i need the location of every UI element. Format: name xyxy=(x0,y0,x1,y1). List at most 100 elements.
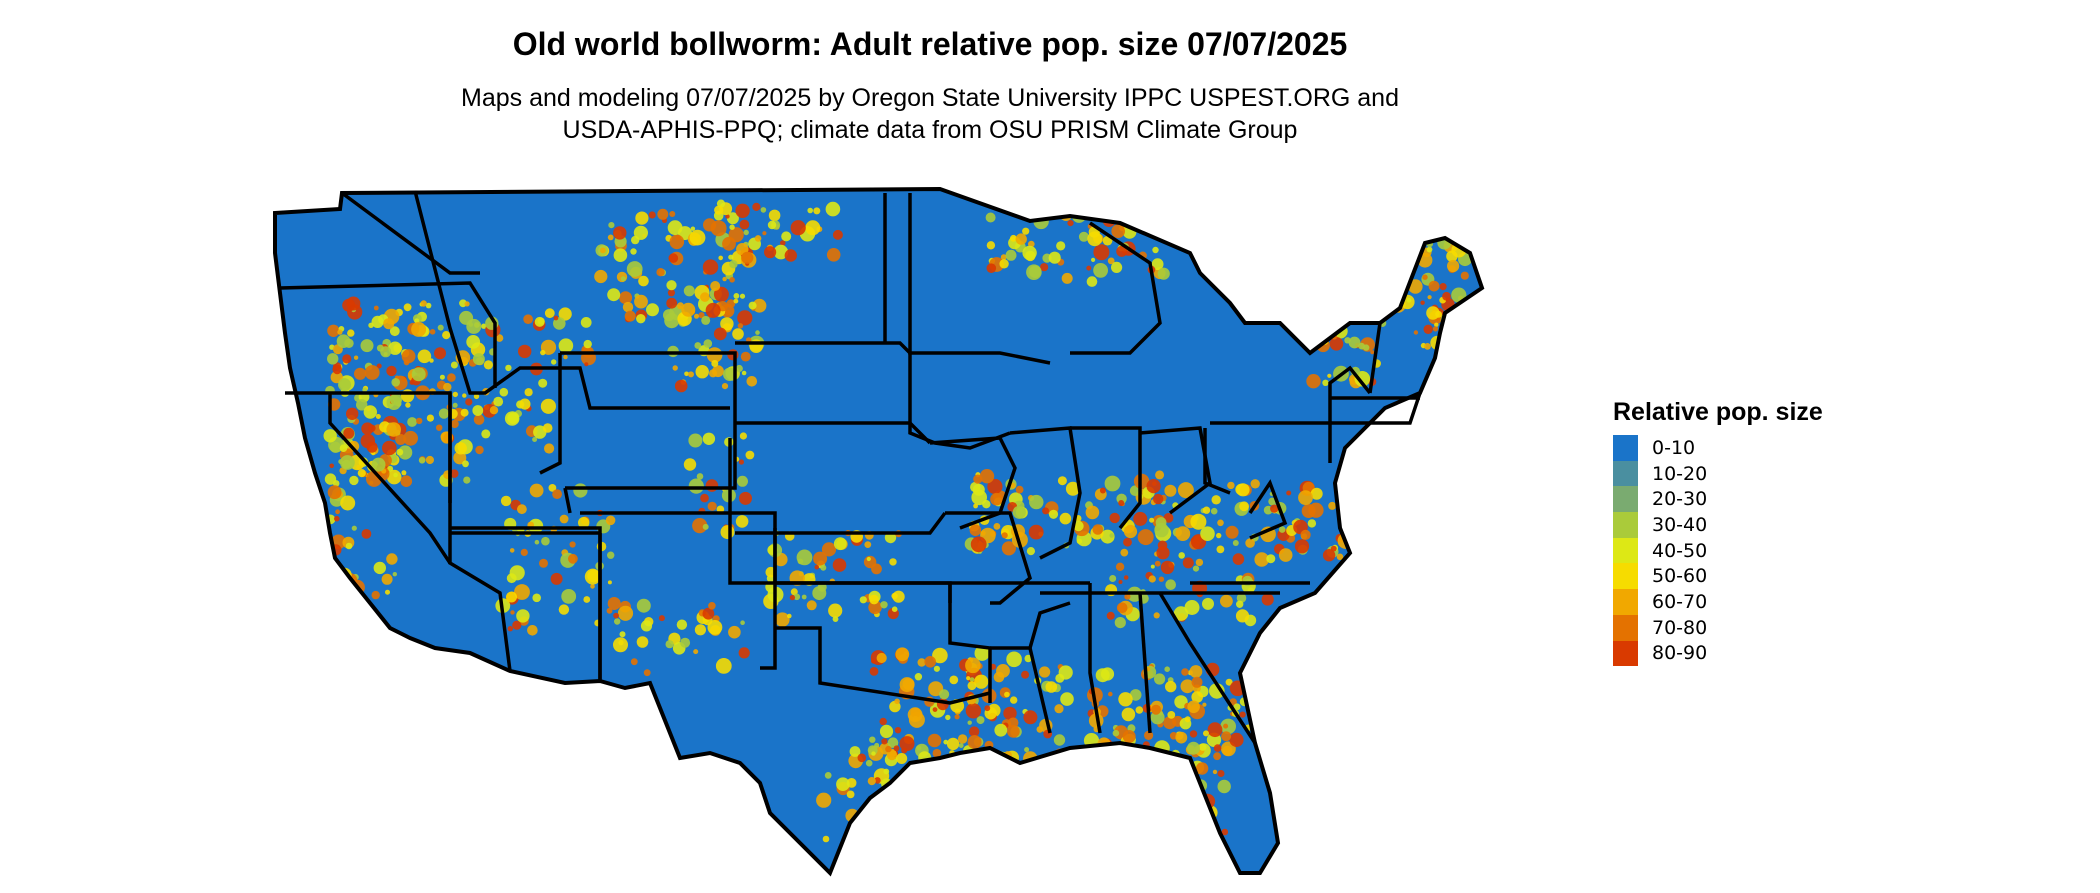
hotspot-mark xyxy=(1173,606,1189,621)
hotspot-mark xyxy=(1370,350,1375,355)
hotspot-mark xyxy=(360,339,374,353)
hotspot-mark xyxy=(1232,540,1239,546)
hotspot-mark xyxy=(1236,483,1250,497)
hotspot-mark xyxy=(967,681,977,691)
hotspot-mark xyxy=(885,745,892,753)
hotspot-mark xyxy=(1152,246,1159,254)
hotspot-mark xyxy=(1427,295,1432,300)
hotspot-mark xyxy=(690,226,696,231)
hotspot-mark xyxy=(867,777,876,786)
hotspot-mark xyxy=(706,347,723,363)
hotspot-mark xyxy=(879,717,887,726)
hotspot-mark xyxy=(995,755,1004,764)
hotspot-mark xyxy=(607,234,614,241)
hotspot-mark xyxy=(512,620,522,630)
hotspot-mark xyxy=(993,523,1001,530)
hotspot-mark xyxy=(894,698,900,705)
hotspot-mark xyxy=(380,346,392,358)
hotspot-mark xyxy=(548,484,557,492)
hotspot-mark xyxy=(346,407,359,420)
hotspot-mark xyxy=(452,391,458,398)
hotspot-mark xyxy=(1212,848,1221,856)
hotspot-mark xyxy=(1314,317,1329,332)
hotspot-mark xyxy=(1322,379,1329,386)
hotspot-mark xyxy=(694,342,702,349)
hotspot-mark xyxy=(1164,484,1177,497)
legend-item: 20-30 xyxy=(1613,486,1823,513)
hotspot-mark xyxy=(401,470,407,476)
hotspot-mark xyxy=(580,317,592,328)
hotspot-mark xyxy=(784,249,797,262)
hotspot-mark xyxy=(692,518,708,534)
hotspot-mark xyxy=(1015,233,1027,245)
hotspot-mark xyxy=(559,514,569,524)
hotspot-mark xyxy=(1235,609,1250,623)
hotspot-mark xyxy=(1327,373,1332,378)
hotspot-mark xyxy=(1358,342,1365,350)
hotspot-mark xyxy=(1184,716,1191,723)
hotspot-mark xyxy=(425,302,432,309)
hotspot-mark xyxy=(871,658,877,664)
hotspot-mark xyxy=(1388,278,1395,285)
hotspot-mark xyxy=(1217,779,1231,794)
hotspot-mark xyxy=(676,619,688,630)
hotspot-mark xyxy=(1322,549,1336,562)
hotspot-mark xyxy=(1306,374,1321,389)
hotspot-mark xyxy=(1040,263,1049,272)
hotspot-mark xyxy=(1189,665,1203,678)
hotspot-mark xyxy=(613,612,619,619)
hotspot-mark xyxy=(1165,680,1177,693)
hotspot-mark xyxy=(1112,729,1120,737)
hotspot-mark xyxy=(865,759,873,767)
hotspot-mark xyxy=(587,569,600,583)
hotspot-mark xyxy=(735,515,749,528)
hotspot-mark xyxy=(666,280,677,291)
hotspot-mark xyxy=(450,419,459,429)
hotspot-mark xyxy=(683,458,697,471)
hotspot-mark xyxy=(700,493,709,503)
hotspot-mark xyxy=(1111,224,1125,238)
hotspot-mark xyxy=(1156,546,1170,560)
hotspot-mark xyxy=(452,402,458,408)
hotspot-mark xyxy=(790,220,806,236)
hotspot-mark xyxy=(974,645,990,661)
hotspot-mark xyxy=(986,241,996,250)
hotspot-mark xyxy=(1236,600,1244,608)
hotspot-mark xyxy=(558,338,574,353)
hotspot-mark xyxy=(1187,700,1200,714)
hotspot-mark xyxy=(573,483,588,498)
hotspot-mark xyxy=(755,330,760,335)
hotspot-mark xyxy=(434,347,446,360)
hotspot-mark xyxy=(733,298,739,304)
hotspot-mark xyxy=(630,658,638,666)
hotspot-mark xyxy=(790,588,798,596)
hotspot-mark xyxy=(1233,703,1241,711)
hotspot-mark xyxy=(748,301,757,310)
hotspot-mark xyxy=(1078,231,1089,242)
hotspot-mark xyxy=(702,607,715,620)
hotspot-mark xyxy=(684,371,689,377)
hotspot-mark xyxy=(832,616,839,622)
hotspot-mark xyxy=(775,612,790,627)
hotspot-mark xyxy=(725,214,730,219)
hotspot-mark xyxy=(1065,481,1080,496)
hotspot-mark xyxy=(391,378,400,387)
hotspot-mark xyxy=(636,636,649,648)
hotspot-mark xyxy=(1036,726,1044,733)
map-title: Old world bollworm: Adult relative pop. … xyxy=(512,26,1348,62)
hotspot-mark xyxy=(869,667,879,676)
hotspot-mark xyxy=(328,573,336,581)
map-subtitle-line2: USDA-APHIS-PPQ; climate data from OSU PR… xyxy=(562,116,1298,144)
hotspot-mark xyxy=(329,463,334,469)
hotspot-mark xyxy=(958,743,964,748)
raster-base xyxy=(275,189,1482,873)
hotspot-mark xyxy=(1028,524,1044,540)
hotspot-mark xyxy=(1453,332,1458,338)
hotspot-mark xyxy=(343,427,355,439)
hotspot-mark xyxy=(891,606,898,612)
hotspot-mark xyxy=(1067,220,1074,227)
hotspot-mark xyxy=(754,235,762,242)
hotspot-mark xyxy=(1024,654,1032,663)
hotspot-mark xyxy=(984,705,991,712)
hotspot-mark xyxy=(519,398,531,410)
